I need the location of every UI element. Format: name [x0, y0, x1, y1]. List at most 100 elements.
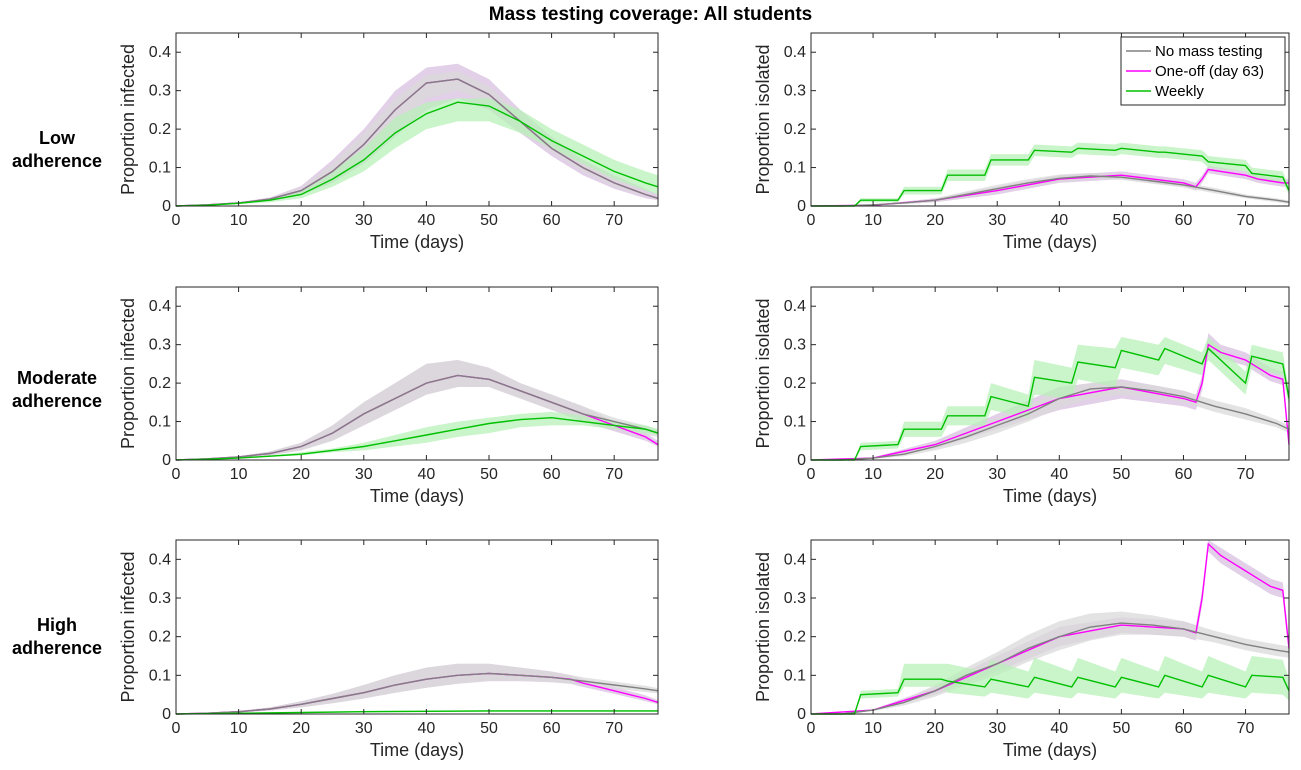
series-band — [811, 611, 1289, 714]
axes-box — [810, 286, 1290, 461]
y-axis-label: Proportion infected — [118, 551, 138, 702]
x-axis-label: Time (days) — [1003, 486, 1097, 506]
y-tick-label: 0.4 — [784, 44, 806, 61]
x-tick-label: 0 — [807, 212, 816, 229]
series-line — [175, 416, 659, 461]
x-tick-label: 0 — [172, 466, 181, 483]
panel-1: 0 10 20 30 40 50 60 70 0 0.1 0.2 0.3 0.4 Time (days) P… — [118, 32, 659, 252]
x-axis-label: Time (days) — [1003, 740, 1097, 760]
series-line — [175, 672, 659, 715]
y-tick-label: 0 — [162, 452, 171, 469]
row-label-line2: adherence — [11, 391, 103, 411]
axes-box — [810, 539, 1290, 715]
x-tick-label: 40 — [417, 720, 435, 737]
panel-4: 0 10 20 30 40 50 60 70 0 0.1 0.2 0.3 0.4 Time (days) P… — [753, 286, 1290, 506]
series-line — [175, 374, 659, 461]
x-tick-label: 70 — [605, 212, 623, 229]
y-axis-label: Proportion infected — [118, 298, 138, 449]
row-label-low: Low adherence — [4, 127, 110, 173]
y-tick-label: 0.1 — [784, 414, 806, 431]
panel-3: 0 10 20 30 40 50 60 70 0 0.1 0.2 0.3 0.4 Time (days) P… — [118, 286, 659, 506]
y-tick-label: 0 — [797, 706, 806, 723]
x-tick-label: 0 — [172, 212, 181, 229]
x-tick-label: 20 — [292, 720, 310, 737]
series-band — [176, 98, 658, 206]
series-band — [176, 71, 658, 207]
x-tick-label: 20 — [926, 466, 944, 483]
y-tick-label: 0.3 — [149, 337, 171, 354]
x-tick-label: 0 — [172, 720, 181, 737]
series-line — [811, 674, 1290, 715]
y-tick-label: 0.1 — [784, 160, 806, 177]
x-axis-label: Time (days) — [370, 740, 464, 760]
x-tick-label: 60 — [1175, 720, 1193, 737]
x-tick-label: 50 — [480, 212, 498, 229]
x-tick-label: 10 — [230, 212, 248, 229]
figure-title: Mass testing coverage: All students — [488, 4, 813, 25]
y-tick-label: 0.3 — [784, 337, 806, 354]
row-label-line2: adherence — [11, 638, 103, 658]
legend-label: Weekly — [1155, 83, 1204, 100]
x-tick-label: 50 — [480, 720, 498, 737]
x-tick-label: 60 — [543, 720, 561, 737]
axes-box — [175, 539, 659, 715]
y-tick-label: 0 — [162, 706, 171, 723]
x-tick-label: 50 — [1112, 720, 1130, 737]
x-tick-label: 30 — [355, 466, 373, 483]
x-tick-label: 40 — [1050, 720, 1068, 737]
legend: No mass testing One-off (day 63) Weekly — [1120, 36, 1286, 106]
y-tick-label: 0.1 — [784, 667, 806, 684]
y-axis-label: Proportion infected — [118, 44, 138, 195]
y-tick-label: 0.3 — [784, 590, 806, 607]
x-tick-label: 70 — [1237, 212, 1255, 229]
y-tick-label: 0.4 — [784, 551, 806, 568]
y-axis-label: Proportion isolated — [753, 298, 773, 448]
series-line — [810, 168, 1289, 207]
x-axis-label: Time (days) — [370, 232, 464, 252]
x-tick-label: 70 — [1237, 466, 1255, 483]
x-tick-label: 40 — [1050, 466, 1068, 483]
y-tick-label: 0.2 — [149, 121, 171, 138]
x-tick-label: 20 — [926, 212, 944, 229]
y-axis-label: Proportion isolated — [753, 552, 773, 702]
x-tick-label: 50 — [1112, 466, 1130, 483]
legend-label: No mass testing — [1155, 43, 1263, 60]
x-axis-label: Time (days) — [1003, 232, 1097, 252]
x-tick-label: 60 — [543, 466, 561, 483]
axes-box — [175, 286, 659, 461]
x-tick-label: 20 — [292, 466, 310, 483]
x-tick-label: 40 — [1050, 212, 1068, 229]
series-line — [810, 542, 1290, 715]
panel-5: 0 10 20 30 40 50 60 70 0 0.1 0.2 0.3 0.4 Time (days) P… — [118, 539, 659, 760]
axes-box — [810, 32, 1290, 207]
y-tick-label: 0.3 — [149, 83, 171, 100]
y-tick-label: 0.2 — [149, 375, 171, 392]
panel-2: 0 10 20 30 40 50 60 70 0 0.1 0.2 0.3 0.4 Time (days) P… — [753, 32, 1290, 252]
series-line — [811, 622, 1290, 715]
x-tick-label: 30 — [988, 720, 1006, 737]
y-tick-label: 0.3 — [784, 83, 806, 100]
row-label-line1: Moderate — [16, 368, 97, 388]
row-label-line1: High — [37, 615, 77, 635]
row-label-line1: Low — [39, 128, 75, 148]
series-line — [175, 78, 659, 207]
x-tick-label: 70 — [1237, 720, 1255, 737]
row-label-line2: adherence — [11, 151, 103, 171]
y-tick-label: 0 — [162, 198, 171, 215]
row-label-moderate: Moderate adherence — [4, 367, 110, 413]
y-tick-label: 0.2 — [784, 121, 806, 138]
y-tick-label: 0.4 — [149, 551, 171, 568]
series-band — [176, 663, 658, 714]
x-tick-label: 70 — [605, 720, 623, 737]
x-tick-label: 60 — [1175, 212, 1193, 229]
y-tick-label: 0 — [797, 452, 806, 469]
x-tick-label: 10 — [864, 720, 882, 737]
series-line — [175, 101, 659, 207]
series-line — [811, 347, 1290, 461]
x-tick-label: 30 — [355, 212, 373, 229]
x-axis-label: Time (days) — [370, 486, 464, 506]
series-line — [811, 386, 1290, 461]
x-tick-label: 10 — [864, 212, 882, 229]
series-band — [176, 411, 658, 460]
series-band — [176, 360, 658, 460]
